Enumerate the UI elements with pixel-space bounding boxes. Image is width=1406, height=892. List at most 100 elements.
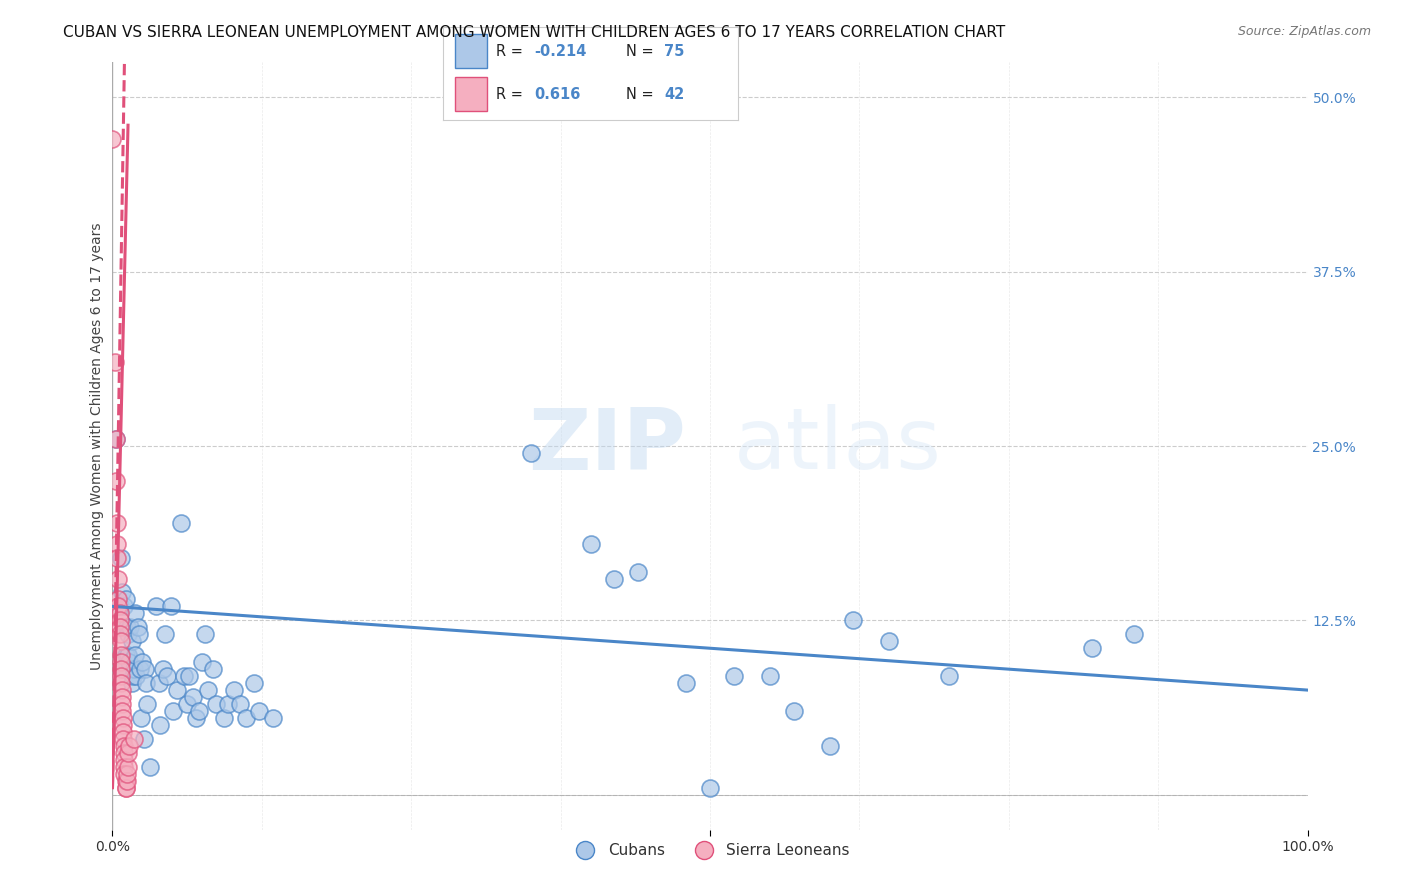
Text: 42: 42 [665, 87, 685, 102]
Point [107, 592, 129, 607]
FancyBboxPatch shape [454, 78, 486, 111]
Point [124, 648, 146, 663]
Point [124, 607, 146, 621]
Point [118, 739, 141, 753]
Point [108, 607, 131, 621]
Legend: Cubans, Sierra Leoneans: Cubans, Sierra Leoneans [564, 837, 856, 864]
Point [120, 620, 142, 634]
Point [112, 725, 135, 739]
Point [224, 683, 246, 698]
Point [129, 662, 152, 676]
Point [212, 711, 235, 725]
Text: -0.214: -0.214 [534, 44, 586, 59]
Point [117, 760, 139, 774]
Point [112, 662, 135, 676]
Point [115, 773, 138, 788]
Point [110, 655, 132, 669]
Point [122, 662, 145, 676]
Point [107, 599, 129, 614]
Point [197, 683, 219, 698]
Point [105, 474, 128, 488]
Point [166, 683, 188, 698]
Point [136, 697, 159, 711]
Point [114, 746, 135, 760]
Point [242, 676, 264, 690]
Text: CUBAN VS SIERRA LEONEAN UNEMPLOYMENT AMONG WOMEN WITH CHILDREN AGES 6 TO 17 YEAR: CUBAN VS SIERRA LEONEAN UNEMPLOYMENT AMO… [63, 25, 1005, 40]
Text: atlas: atlas [734, 404, 942, 488]
Point [938, 669, 960, 683]
Point [128, 627, 150, 641]
Point [114, 760, 135, 774]
Text: 75: 75 [665, 44, 685, 59]
Point [117, 746, 139, 760]
Point [114, 739, 135, 753]
Point [229, 697, 252, 711]
Point [759, 669, 782, 683]
Point [114, 592, 136, 607]
Text: ZIP: ZIP [529, 404, 686, 488]
Point [107, 572, 129, 586]
Point [114, 780, 136, 795]
Point [134, 662, 156, 676]
Point [675, 676, 697, 690]
Point [111, 704, 134, 718]
Point [187, 704, 209, 718]
Point [235, 711, 257, 725]
Point [110, 648, 132, 663]
Point [129, 711, 152, 725]
Point [114, 780, 136, 795]
Text: N =: N = [626, 87, 658, 102]
Text: 0.616: 0.616 [534, 87, 581, 102]
Point [105, 432, 128, 446]
Point [135, 676, 157, 690]
Point [111, 697, 134, 711]
Point [193, 627, 215, 641]
Point [108, 620, 131, 634]
Point [101, 132, 124, 146]
Point [121, 669, 143, 683]
Point [205, 697, 228, 711]
Point [153, 627, 176, 641]
Text: R =: R = [496, 44, 527, 59]
Point [121, 634, 143, 648]
Point [110, 676, 132, 690]
Point [603, 572, 626, 586]
Point [104, 355, 127, 369]
Point [162, 704, 184, 718]
Point [152, 662, 174, 676]
Point [842, 613, 865, 627]
Text: Source: ZipAtlas.com: Source: ZipAtlas.com [1237, 25, 1371, 38]
Point [112, 731, 135, 746]
Point [191, 655, 214, 669]
Point [1123, 627, 1146, 641]
Point [114, 753, 135, 767]
FancyBboxPatch shape [454, 34, 486, 68]
Point [114, 648, 136, 663]
Point [217, 697, 239, 711]
Point [110, 550, 132, 565]
Point [1081, 641, 1104, 656]
Point [108, 627, 131, 641]
Point [173, 669, 195, 683]
Point [108, 613, 131, 627]
Point [112, 718, 135, 732]
Point [111, 585, 134, 599]
Point [111, 690, 134, 704]
Point [110, 669, 132, 683]
Point [125, 669, 148, 683]
Text: R =: R = [496, 87, 527, 102]
Point [249, 704, 271, 718]
Point [110, 662, 132, 676]
Point [108, 599, 131, 614]
Point [121, 676, 143, 690]
Point [176, 697, 198, 711]
Point [132, 731, 155, 746]
Point [111, 683, 134, 698]
Point [148, 676, 170, 690]
Point [177, 669, 200, 683]
Point [627, 565, 650, 579]
Point [118, 655, 141, 669]
Point [112, 620, 135, 634]
Point [145, 599, 167, 614]
Point [115, 766, 138, 780]
